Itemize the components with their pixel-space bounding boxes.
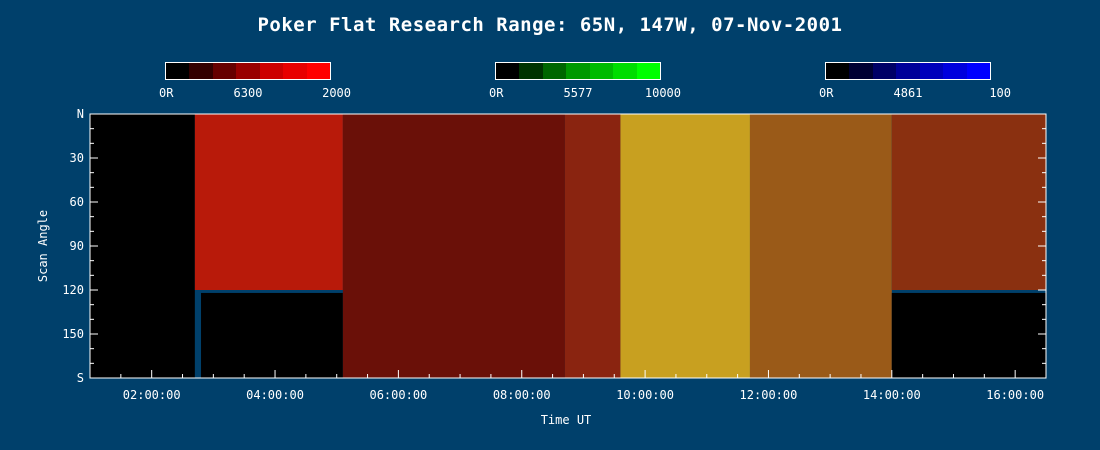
colorbar-swatch	[259, 63, 284, 79]
colorbar-swatch	[189, 63, 213, 79]
colorbar-swatch	[943, 63, 967, 79]
colorbar-swatch	[826, 63, 850, 79]
colorbar-swatch	[166, 63, 190, 79]
colorbar-swatch	[496, 63, 520, 79]
colorbar-swatch	[236, 63, 260, 79]
colorbar-swatch	[896, 63, 920, 79]
colorbar-mid-label: 5577	[563, 86, 593, 100]
intensity-region	[749, 114, 892, 378]
y-tick-label: N	[77, 107, 84, 121]
colorbar-min-label: 0R	[159, 86, 174, 100]
colorbar-max-label: 10000	[644, 86, 681, 100]
colorbar-swatch	[966, 63, 990, 79]
colorbar-mid-label: 4861	[893, 86, 923, 100]
intensity-regions	[90, 114, 1046, 378]
colorbar-swatch	[519, 63, 543, 79]
y-tick-label: S	[77, 371, 84, 385]
colorbar-ramp	[495, 62, 661, 80]
intensity-region	[201, 292, 343, 378]
colorbar-swatch	[872, 63, 897, 79]
x-tick-label: 02:00:00	[123, 388, 181, 402]
x-axis: 02:00:00 04:00:00 06:00:00 08:00:00 10:00:00…	[120, 370, 1047, 402]
colorbar-swatch	[542, 63, 567, 79]
colorbar-ramp	[165, 62, 331, 80]
colorbar-min-label: 0R	[489, 86, 504, 100]
colorbar-4861: 0R 4861 100	[819, 62, 1011, 100]
y-tick-label: 90	[70, 239, 84, 253]
colorbar-swatch	[589, 63, 614, 79]
colorbar-swatch	[919, 63, 944, 79]
intensity-region	[620, 114, 750, 378]
colorbar-swatch	[566, 63, 590, 79]
y-tick-label: 30	[70, 151, 84, 165]
colorbar-swatch	[283, 63, 307, 79]
intensity-region	[891, 292, 1046, 378]
colorbar-max-label: 100	[989, 86, 1011, 100]
colorbar-mid-label: 6300	[233, 86, 263, 100]
colorbar-5577: 0R 5577 10000	[489, 62, 681, 100]
colorbar-swatch	[613, 63, 637, 79]
y-axis-label: Scan Angle	[36, 210, 50, 282]
y-tick-label: 120	[62, 283, 84, 297]
y-tick-label: 60	[70, 195, 84, 209]
intensity-region	[342, 114, 565, 378]
x-tick-label: 14:00:00	[863, 388, 921, 402]
x-axis-label: Time UT	[541, 413, 592, 427]
colorbar-swatch	[636, 63, 660, 79]
x-tick-label: 06:00:00	[369, 388, 427, 402]
intensity-region	[90, 114, 195, 378]
intensity-region	[194, 114, 343, 290]
y-tick-label: 150	[62, 327, 84, 341]
colorbar-swatch	[849, 63, 873, 79]
colorbar-min-label: 0R	[819, 86, 834, 100]
colorbar-swatch	[306, 63, 330, 79]
x-tick-label: 08:00:00	[493, 388, 551, 402]
intensity-region	[891, 114, 1046, 290]
x-tick-label: 12:00:00	[740, 388, 798, 402]
x-tick-label: 04:00:00	[246, 388, 304, 402]
chart-title: Poker Flat Research Range: 65N, 147W, 07…	[257, 14, 843, 36]
intensity-region	[564, 114, 621, 378]
y-axis: N 30 60 90 120 150 S	[62, 107, 1046, 385]
colorbar-ramp	[825, 62, 991, 80]
colorbar-max-label: 2000	[322, 86, 351, 100]
colorbar-swatch	[212, 63, 237, 79]
x-tick-label: 10:00:00	[616, 388, 674, 402]
x-tick-label: 16:00:00	[986, 388, 1044, 402]
colorbar-6300: 0R 6300 2000	[159, 62, 351, 100]
